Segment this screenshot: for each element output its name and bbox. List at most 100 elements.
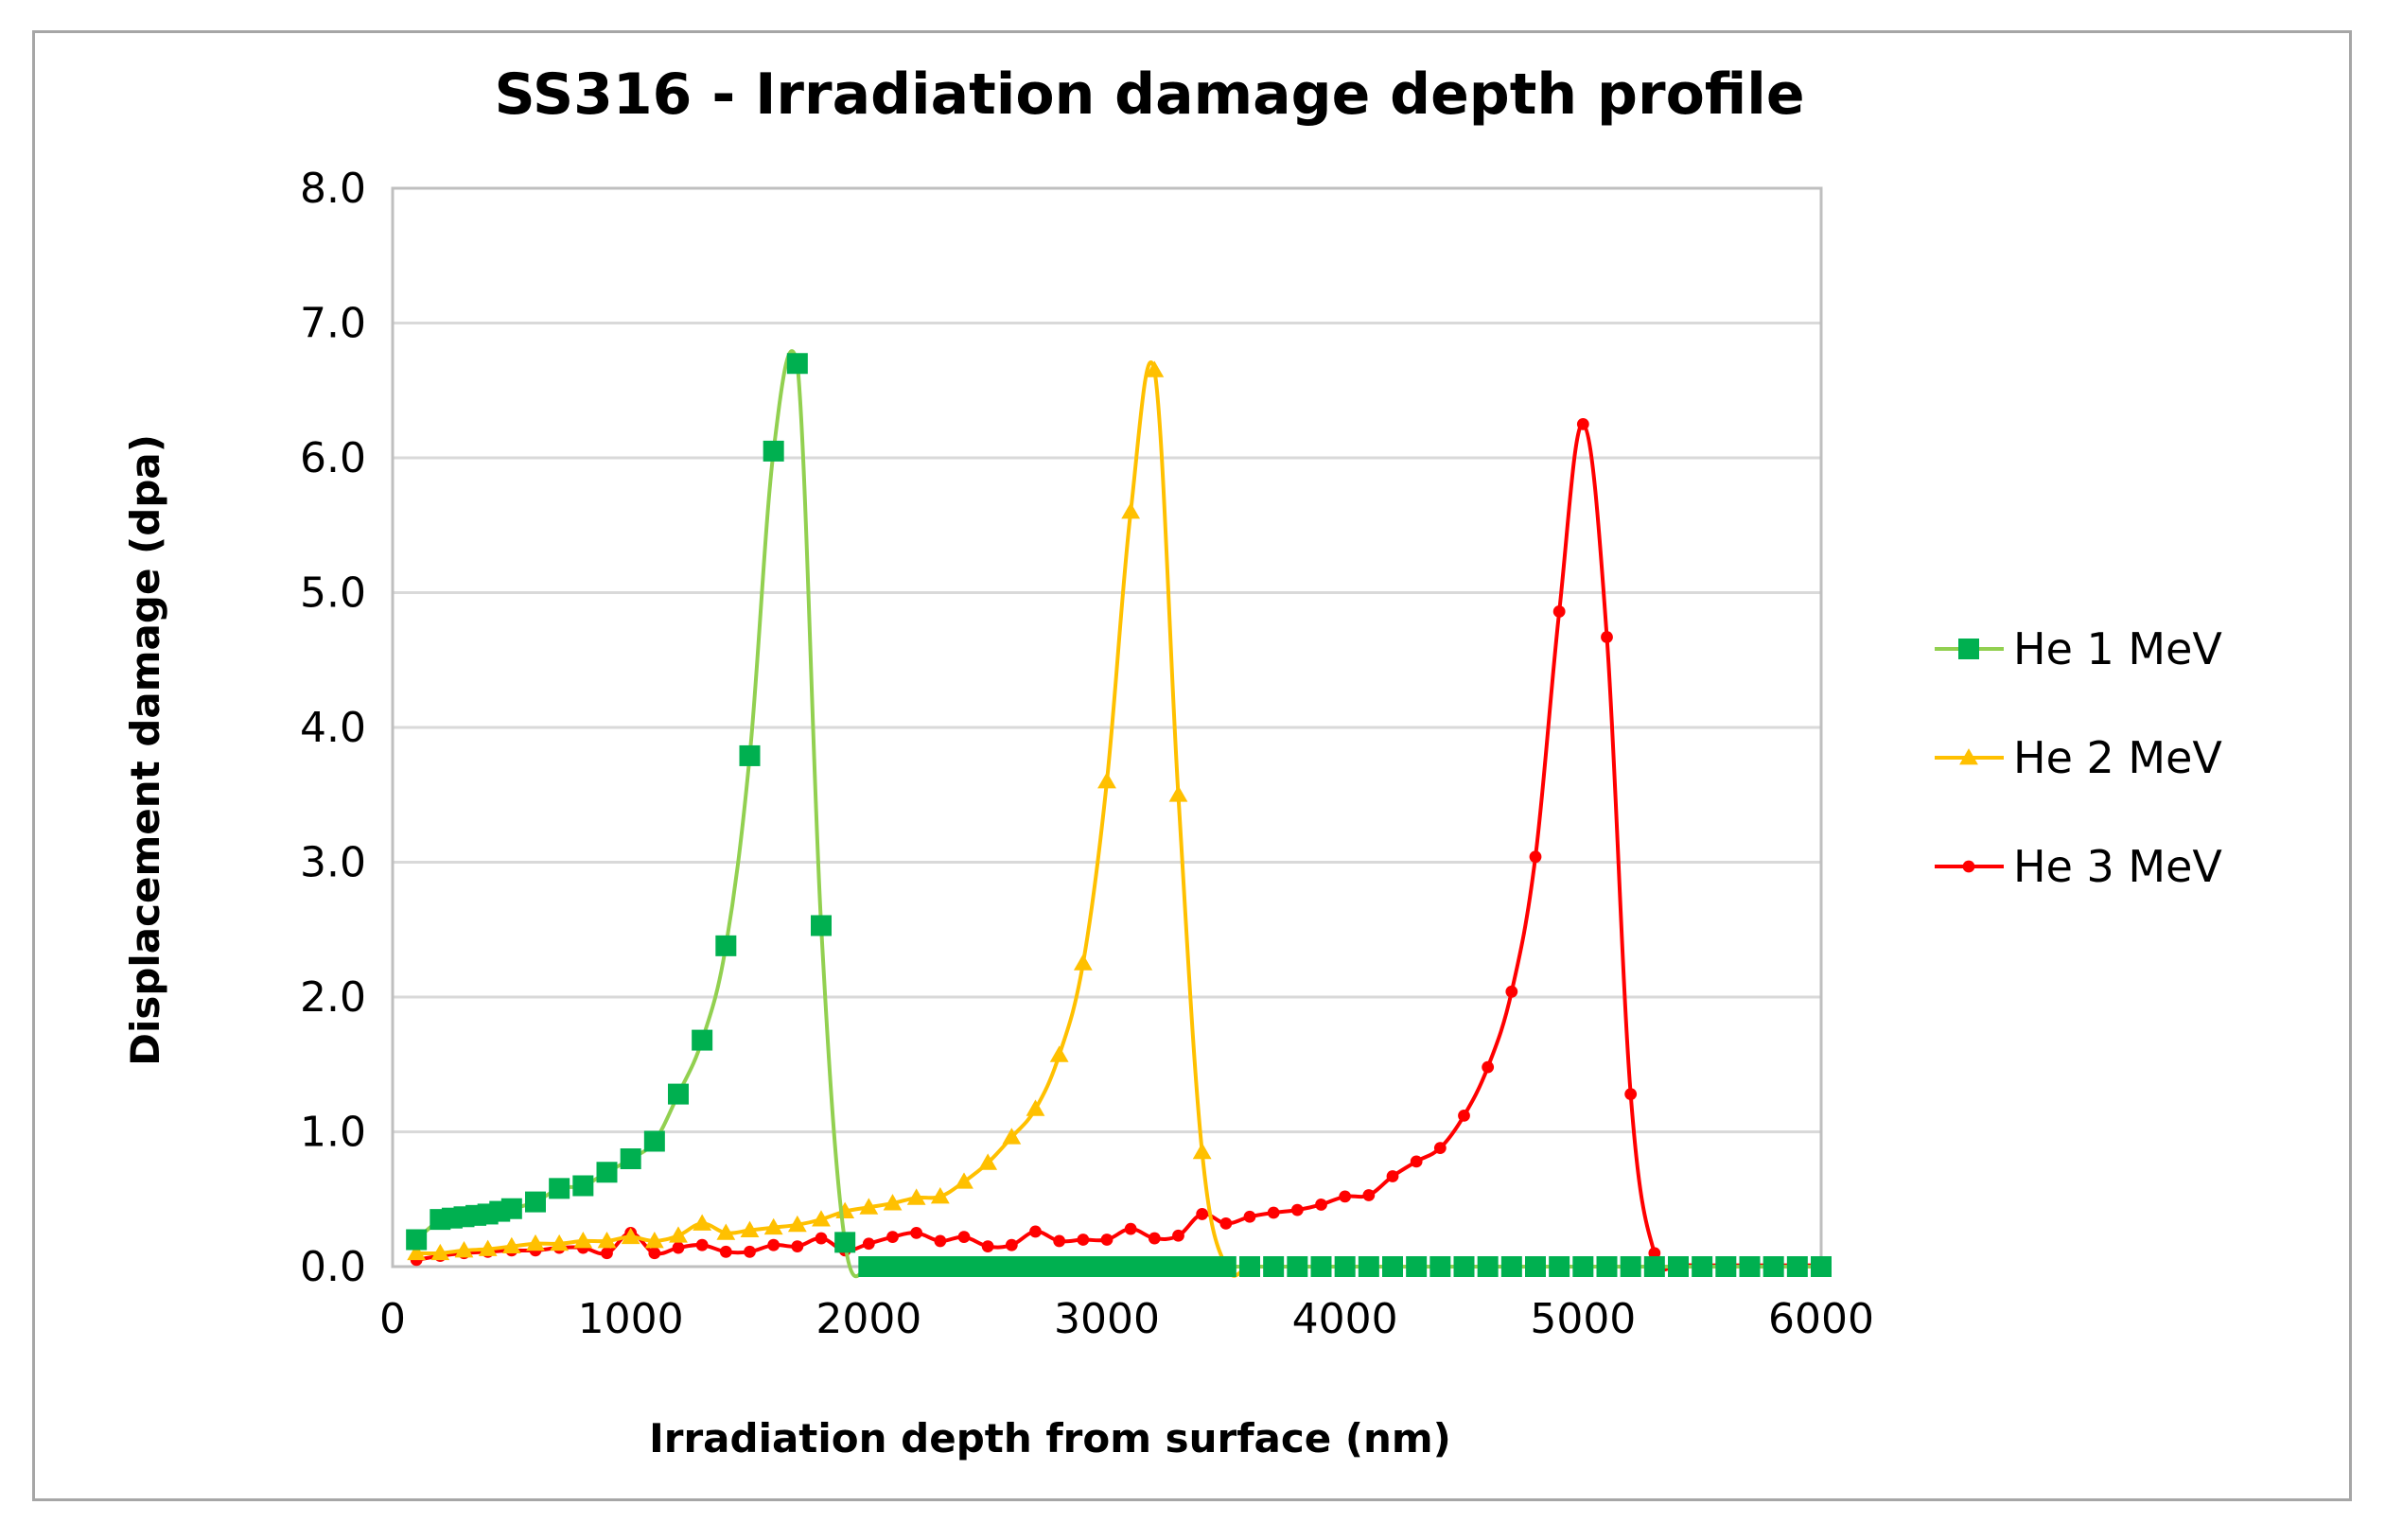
data-point [692,1029,713,1051]
data-point [1410,1155,1423,1168]
x-tick-label: 6000 [1768,1295,1874,1343]
data-point [767,1238,780,1251]
data-point [1620,1256,1641,1277]
data-point [1100,1234,1114,1246]
data-point [786,353,808,375]
data-point [1196,1208,1209,1220]
data-point [910,1226,923,1239]
y-tick-label: 7.0 [300,300,366,348]
data-point [815,1232,828,1245]
data-point [1077,1234,1090,1246]
data-point [1624,1088,1638,1100]
data-point [1097,772,1116,789]
y-tick-label: 5.0 [300,569,366,618]
data-point [1668,1256,1689,1277]
data-point [1505,985,1518,998]
data-point [454,1241,474,1258]
data-point [1529,850,1542,864]
data-point [1290,1203,1304,1216]
data-point [648,1247,661,1260]
legend-item-he-3-mev: He 3 MeV [1935,841,2222,892]
data-point [1145,360,1165,377]
legend-item-he-1-mev: He 1 MeV [1935,623,2222,674]
gridlines [393,186,1821,1269]
data-point [1386,1170,1399,1182]
data-point [934,1234,947,1248]
data-point [1362,1189,1376,1201]
data-point [862,1237,875,1251]
data-point [1358,1256,1379,1277]
data-point [672,1241,685,1254]
data-point [549,1178,570,1199]
data-point [550,1234,570,1251]
series-line-he-1-mev [414,349,1821,1279]
data-point [1263,1256,1285,1277]
legend-label: He 2 MeV [2013,732,2222,783]
y-tick-label: 6.0 [300,434,366,482]
data-point [834,1232,856,1253]
data-point [1477,1256,1499,1277]
data-point [1453,1256,1475,1277]
x-axis-ticks: 0 1000 2000 3000 4000 5000 6000 [379,1295,1874,1343]
data-point [573,1232,593,1249]
x-tick-label: 1000 [578,1295,684,1343]
data-point [406,1229,428,1251]
x-axis-title: Irradiation depth from surface (nm) [649,1415,1451,1461]
data-point [1073,954,1093,971]
data-point [1811,1256,1832,1277]
x-tick-label: 4000 [1292,1295,1398,1343]
data-point [1026,1099,1045,1116]
data-point [693,1214,712,1231]
series-he-1-mev [406,349,1832,1279]
data-point [695,1238,709,1251]
y-tick-label: 1.0 [300,1109,366,1157]
data-point [1168,785,1188,802]
x-tick-label: 0 [379,1295,406,1343]
data-point [1002,1128,1022,1145]
data-point [1458,1110,1470,1122]
y-tick-label: 4.0 [300,704,366,752]
legend-marker [1958,639,1979,659]
data-point [1643,1256,1665,1277]
data-point [716,1223,736,1240]
legend-item-he-2-mev: He 2 MeV [1935,732,2222,783]
data-point [1692,1256,1713,1277]
data-point [1433,1142,1447,1154]
data-point [501,1236,521,1254]
data-point [886,1231,899,1244]
data-point [668,1083,689,1105]
data-point [1482,1060,1495,1074]
data-point [763,440,784,462]
data-point [859,1198,879,1215]
data-point [643,1130,665,1152]
data-point [1239,1256,1260,1277]
data-point [526,1234,545,1251]
y-tick-label: 2.0 [300,973,366,1022]
data-point [1500,1256,1522,1277]
data-point [669,1226,688,1243]
y-axis-ticks: 0.0 1.0 2.0 3.0 4.0 5.0 6.0 7.0 8.0 [300,165,366,1291]
series-line-he-3-mev [415,422,1821,1272]
data-point [1596,1256,1618,1277]
data-point [955,1172,973,1189]
data-point [1192,1142,1212,1160]
legend-marker [1959,748,1978,765]
data-point [787,1215,807,1233]
data-point [1762,1256,1784,1277]
data-point [1339,1190,1352,1203]
data-point [620,1148,641,1169]
data-point [740,1220,760,1237]
x-tick-label: 5000 [1530,1295,1636,1343]
y-tick-label: 0.0 [300,1243,366,1291]
data-point [719,1245,732,1258]
data-point [811,915,832,936]
data-point [1029,1225,1042,1238]
data-point [1287,1256,1308,1277]
data-point [883,1194,903,1211]
data-point [500,1198,522,1219]
y-tick-label: 8.0 [300,165,366,213]
data-point [930,1187,950,1204]
data-point [1739,1256,1761,1277]
data-point [601,1247,613,1260]
data-point [1049,1045,1069,1062]
